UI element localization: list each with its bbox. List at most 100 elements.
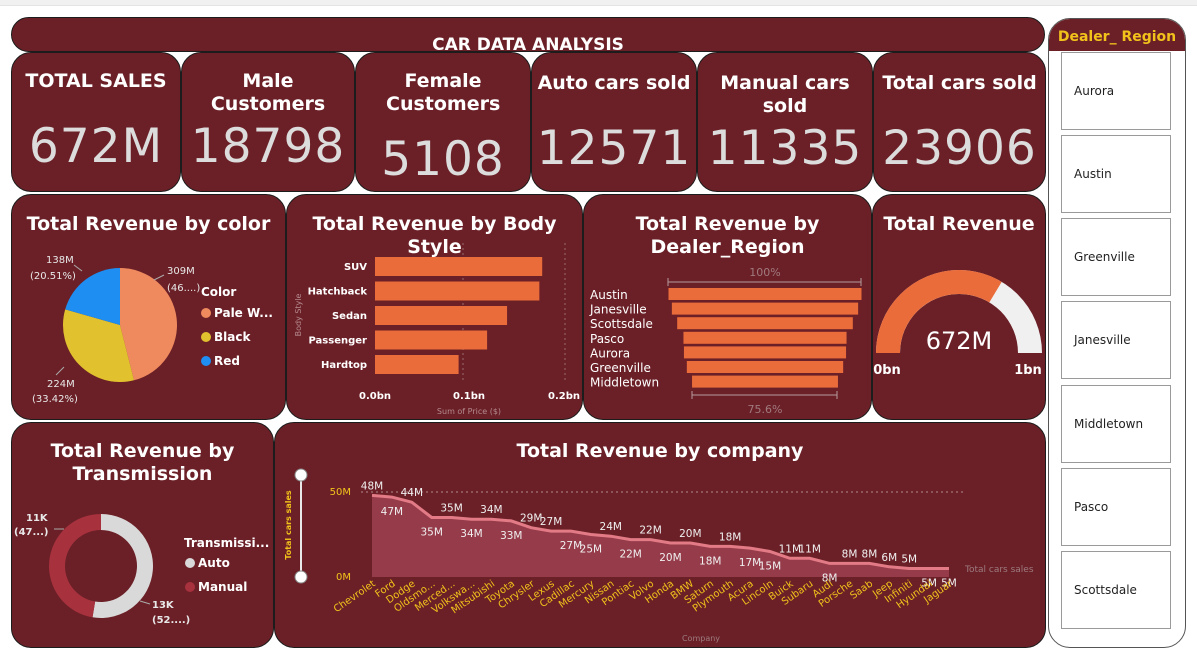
slicer-item-austin[interactable]: Austin (1061, 135, 1171, 213)
data-label: 8M (862, 548, 878, 560)
legend-marker (201, 332, 211, 342)
data-label: 48M (361, 480, 383, 492)
legend-item-red[interactable]: Red (214, 354, 240, 368)
data-label: 33M (500, 530, 522, 542)
data-label: 15M (759, 561, 781, 573)
y-tick-label: SUV (344, 262, 367, 273)
data-label: 11M (799, 543, 821, 555)
funnel-top-label: 100% (749, 266, 780, 279)
funnel-bar (671, 302, 859, 315)
slicer-item-aurora[interactable]: Aurora (1061, 52, 1171, 130)
chart-title: Total Revenue (883, 213, 1035, 235)
funnel-bar (686, 361, 844, 373)
kpi-value: 18798 (190, 119, 346, 174)
y-tick-label: Sedan (332, 311, 367, 322)
y-axis-label: Total cars sales (284, 490, 293, 560)
slicer-item-middletown[interactable]: Middletown (1061, 385, 1171, 463)
slicer-item-pasco[interactable]: Pasco (1061, 468, 1171, 546)
x-tick-label: 0.1bn (453, 391, 485, 402)
data-label: (47...) (14, 527, 48, 538)
kpi-value: 672M (28, 119, 164, 174)
bar (375, 355, 459, 374)
gauge-value: 672M (926, 327, 993, 355)
data-label: 47M (381, 506, 403, 518)
gauge-min: 0bn (873, 363, 901, 378)
data-label: 35M (420, 527, 442, 539)
kpi-value: 5108 (381, 132, 505, 187)
data-label: 8M (842, 548, 858, 560)
legend-title: Transmissi... (184, 536, 269, 550)
y-tick-label: 50M (330, 487, 351, 498)
bar (375, 281, 540, 301)
data-label: 24M (600, 521, 622, 533)
kpi-female-customers: Female Customers 5108 (355, 52, 531, 192)
leader-line (73, 264, 83, 272)
legend-marker (185, 582, 195, 592)
leader-line (139, 600, 151, 605)
bar (375, 257, 543, 276)
data-label: 6M (881, 552, 897, 564)
body-style-chart-card: Total Revenue by Body Style Body Style 0… (286, 194, 583, 420)
leader-line (55, 366, 65, 376)
funnel-bar (668, 288, 862, 300)
data-label: 27M (540, 516, 562, 528)
slicer-item-scottsdale[interactable]: Scottsdale (1061, 551, 1171, 629)
legend-item-manual[interactable]: Manual (198, 580, 247, 594)
dealer-region-slicer: Dealer_ Region Aurora Austin Greenville … (1048, 18, 1186, 648)
dealer-region-funnel-chart: 100% 75.6% AustinJanesvilleScottsdalePas… (589, 266, 862, 416)
data-label: 18M (719, 531, 741, 543)
data-label: 8M (822, 572, 838, 584)
x-axis-label: Sum of Price ($) (437, 407, 501, 416)
data-label: (33.42%) (32, 394, 78, 405)
funnel-bottom-label: 75.6% (748, 403, 783, 416)
category-label: Austin (590, 288, 628, 302)
y-tick-label: Hatchback (308, 287, 368, 298)
slicer-item-greenville[interactable]: Greenville (1061, 218, 1171, 296)
kpi-total-sales: TOTAL SALES 672M (11, 52, 181, 192)
data-label: 5M (921, 578, 937, 590)
legend-item-black[interactable]: Black (214, 330, 251, 344)
x-tick-label: 0.2bn (548, 391, 580, 402)
header-banner: CAR DATA ANALYSIS (11, 17, 1045, 52)
slicer-item-janesville[interactable]: Janesville (1061, 301, 1171, 379)
zoom-slider-handle-bottom[interactable] (294, 570, 308, 584)
data-label: 11K (26, 513, 49, 524)
legend-item-auto[interactable]: Auto (198, 556, 230, 570)
pie-slice-black[interactable] (63, 309, 134, 382)
data-label: 5M (901, 554, 917, 566)
kpi-title: Female Customers (386, 70, 501, 115)
data-label: 29M (520, 513, 542, 525)
donut-slice-manual[interactable] (49, 514, 101, 618)
top-bar (0, 0, 1197, 6)
transmission-donut-chart: 11K (47...) 13K (52....) Transmissi... A… (14, 513, 269, 626)
area-fill (372, 495, 949, 577)
legend-marker (201, 356, 211, 366)
gauge-fill (876, 270, 1002, 353)
x-tick-label: Chevrolet (332, 578, 378, 615)
legend-title: Color (201, 285, 236, 299)
legend-item-pale-white[interactable]: Pale W... (214, 306, 273, 320)
data-label: 11M (779, 543, 801, 555)
funnel-bar (683, 331, 847, 344)
zoom-slider-handle-top[interactable] (294, 468, 308, 482)
category-label: Janesville (589, 303, 647, 317)
company-chart-card: Total Revenue by company Total cars sale… (274, 422, 1046, 648)
data-label: 5M (941, 578, 957, 590)
series-line (371, 493, 949, 570)
data-label: 25M (580, 544, 602, 556)
data-label: 22M (639, 525, 661, 537)
donut-slice-auto[interactable] (92, 514, 154, 618)
kpi-title: Male Customers (210, 70, 326, 115)
pie-slice-pale-white[interactable] (120, 268, 177, 381)
dealer-region-chart-card: Total Revenue by Dealer_Region 100% 75.6… (583, 194, 872, 420)
x-tick-label: 0.0bn (359, 391, 391, 402)
data-label: 34M (480, 504, 502, 516)
x-axis-label: Company (682, 634, 720, 643)
y-tick-label: Hardtop (321, 360, 367, 371)
data-label: 22M (619, 549, 641, 561)
pie-slice-red[interactable] (65, 268, 120, 325)
data-label: 224M (47, 379, 75, 390)
chart-title: Total Revenue by color (26, 213, 271, 235)
data-label: 20M (679, 528, 701, 540)
data-label: (20.51%) (30, 271, 76, 282)
